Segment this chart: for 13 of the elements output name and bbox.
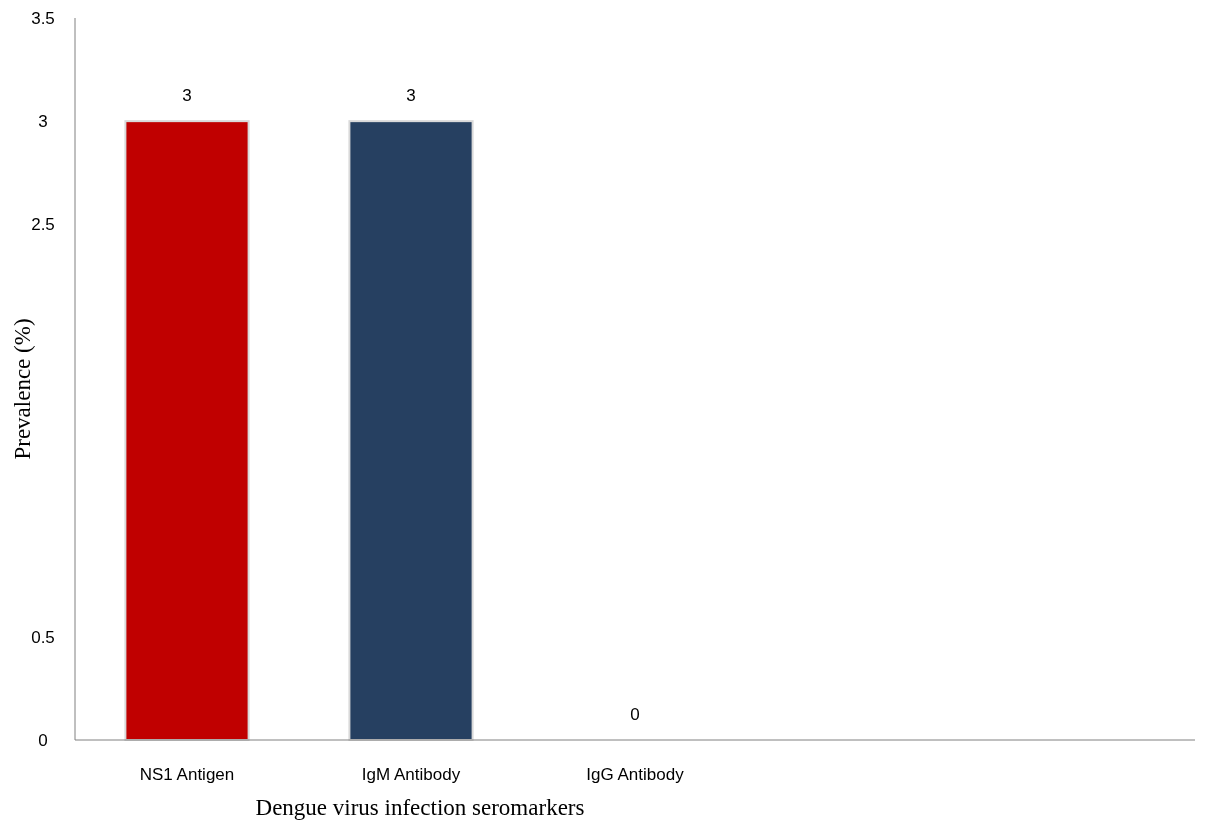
x-tick-label: NS1 Antigen [139, 765, 235, 784]
x-tick-label: IgM Antibody [361, 765, 461, 784]
y-axis-title: Prevalence (%) [10, 318, 35, 460]
y-tick-label: 3.5 [31, 8, 55, 28]
data-label: 3 [406, 86, 416, 106]
x-axis-title: Dengue virus infection seromarkers [255, 795, 585, 820]
y-tick-label: 2.5 [31, 215, 55, 235]
y-tick-label: 3 [38, 112, 48, 132]
y-tick-label: 0.5 [31, 627, 55, 647]
data-label: 3 [182, 86, 192, 106]
y-tick-label: 0 [38, 730, 48, 750]
data-label: 0 [630, 705, 640, 724]
x-tick-label: IgG Antibody [586, 765, 685, 784]
